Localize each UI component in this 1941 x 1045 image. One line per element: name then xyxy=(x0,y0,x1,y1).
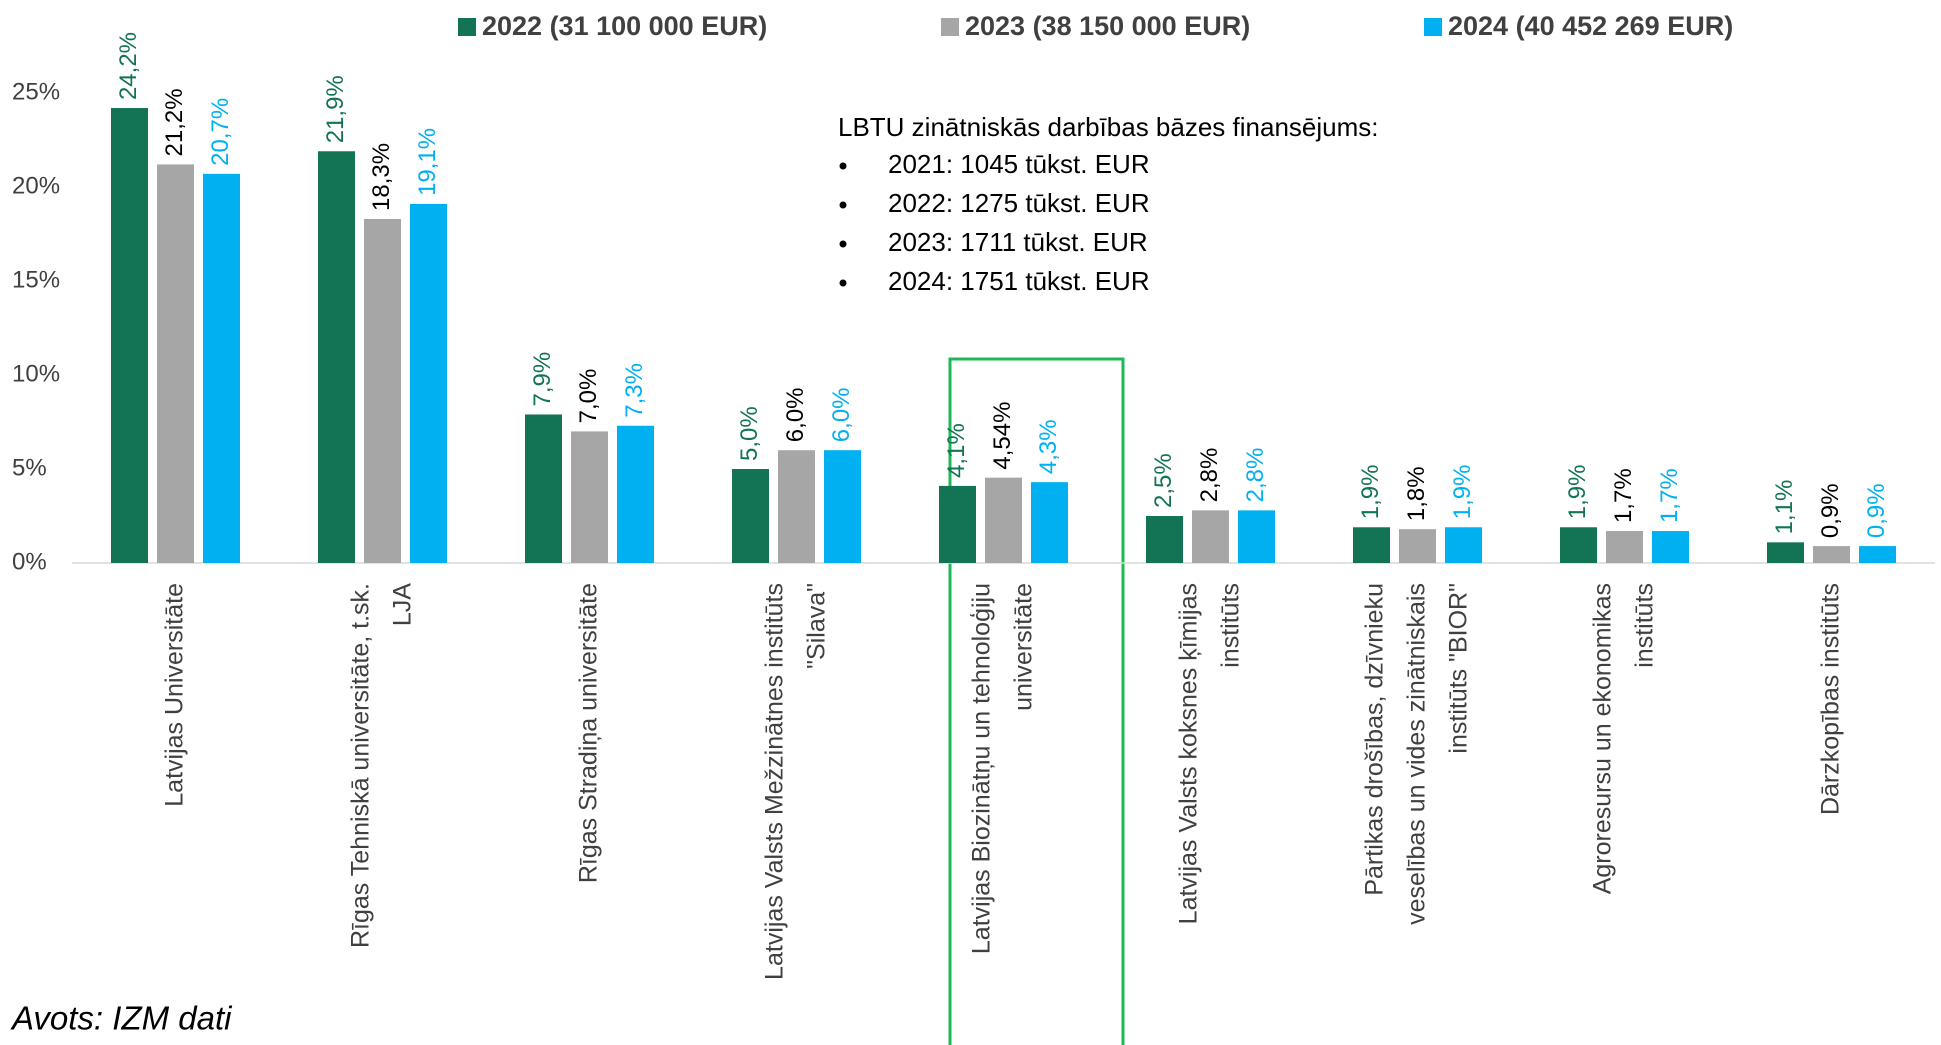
value-label: 1,1% xyxy=(1771,480,1798,535)
value-label: 21,9% xyxy=(322,75,349,143)
legend-swatch xyxy=(941,18,959,36)
value-label: 0,9% xyxy=(1863,483,1890,538)
legend-label: 2022 (31 100 000 EUR) xyxy=(482,11,767,41)
annotation-item: 2024: 1751 tūkst. EUR xyxy=(888,266,1150,296)
value-label: 1,9% xyxy=(1449,465,1476,520)
value-label: 21,2% xyxy=(161,88,188,156)
value-label: 4,1% xyxy=(943,423,970,478)
value-label: 19,1% xyxy=(414,128,441,196)
bar xyxy=(1192,510,1229,563)
bar xyxy=(1606,531,1643,563)
value-label: 5,0% xyxy=(736,406,763,461)
bar xyxy=(157,164,194,563)
x-tick-label: Rīgas Stradiņa universitāte xyxy=(574,583,602,883)
annotation-item: 2022: 1275 tūkst. EUR xyxy=(888,188,1150,218)
x-tick-label: Latvijas Biozinātņu un tehnoloģiju univer… xyxy=(967,583,1037,954)
value-label: 2,5% xyxy=(1150,453,1177,508)
value-label: 6,0% xyxy=(828,387,855,442)
bar xyxy=(617,425,654,563)
value-label: 7,3% xyxy=(621,363,648,418)
bullet xyxy=(839,162,847,170)
legend-swatch xyxy=(458,18,476,36)
legend-label: 2024 (40 452 269 EUR) xyxy=(1448,11,1733,41)
value-label: 1,9% xyxy=(1564,465,1591,520)
bar xyxy=(1031,482,1068,563)
x-tick-label: Latvijas Valsts koksnes ķīmijas institūts xyxy=(1174,583,1244,924)
legend-label: 2023 (38 150 000 EUR) xyxy=(965,11,1250,41)
value-label: 20,7% xyxy=(207,98,234,166)
x-tick-label: Agroresursu un ekonomikas institūts xyxy=(1588,583,1658,894)
bar xyxy=(1652,531,1689,563)
bar xyxy=(1399,529,1436,563)
value-label: 1,7% xyxy=(1610,468,1637,523)
x-tick-label: Latvijas Universitāte xyxy=(160,583,188,807)
value-label: 24,2% xyxy=(115,32,142,100)
bar xyxy=(985,477,1022,563)
bullet xyxy=(839,279,847,287)
bar xyxy=(1560,527,1597,563)
bar xyxy=(1146,516,1183,563)
annotation-title: LBTU zinātniskās darbības bāzes finansēj… xyxy=(838,112,1379,142)
value-label: 1,9% xyxy=(1357,465,1384,520)
value-label: 2,8% xyxy=(1242,448,1269,503)
x-tick-label: Rīgas Tehniskā universitāte, t.sk. LJA xyxy=(346,583,416,948)
bar xyxy=(571,431,608,563)
annotation-item: 2021: 1045 tūkst. EUR xyxy=(888,149,1150,179)
y-tick-label: 10% xyxy=(12,360,60,387)
y-tick-label: 25% xyxy=(12,78,60,105)
bar xyxy=(525,414,562,563)
y-tick-label: 15% xyxy=(12,266,60,293)
value-label: 18,3% xyxy=(368,143,395,211)
bar xyxy=(1813,546,1850,563)
bar xyxy=(410,203,447,564)
x-tick-label: Dārzkopības institūts xyxy=(1816,583,1844,815)
value-label: 7,9% xyxy=(529,352,556,407)
value-label: 6,0% xyxy=(782,387,809,442)
value-label: 0,9% xyxy=(1817,483,1844,538)
y-tick-label: 0% xyxy=(12,548,47,575)
bar xyxy=(824,450,861,563)
bar xyxy=(203,173,240,563)
x-tick-label: Pārtikas drošības, dzīvnieku veselības un… xyxy=(1360,583,1472,925)
y-tick-label: 20% xyxy=(12,172,60,199)
bar xyxy=(111,108,148,563)
value-label: 1,8% xyxy=(1403,466,1430,521)
value-label: 7,0% xyxy=(575,369,602,424)
bar xyxy=(318,151,355,563)
value-label: 4,54% xyxy=(989,402,1016,470)
value-label: 1,7% xyxy=(1656,468,1683,523)
bullet xyxy=(839,201,847,209)
bar xyxy=(1859,546,1896,563)
bar xyxy=(1445,527,1482,563)
bar xyxy=(939,485,976,563)
bar xyxy=(778,450,815,563)
source: Avots: IZM dati xyxy=(10,1000,233,1037)
bar xyxy=(364,218,401,563)
value-label: 4,3% xyxy=(1035,419,1062,474)
bullet xyxy=(839,240,847,248)
value-label: 2,8% xyxy=(1196,448,1223,503)
bar xyxy=(1767,542,1804,563)
bar xyxy=(1238,510,1275,563)
annotation-item: 2023: 1711 tūkst. EUR xyxy=(888,227,1148,257)
y-tick-label: 5% xyxy=(12,454,47,481)
bar xyxy=(732,469,769,563)
highlight-box xyxy=(948,357,1125,1045)
bar xyxy=(1353,527,1390,563)
x-tick-label: Latvijas Valsts Mežzinātnes institūts "Si… xyxy=(760,583,830,980)
legend-swatch xyxy=(1424,18,1442,36)
